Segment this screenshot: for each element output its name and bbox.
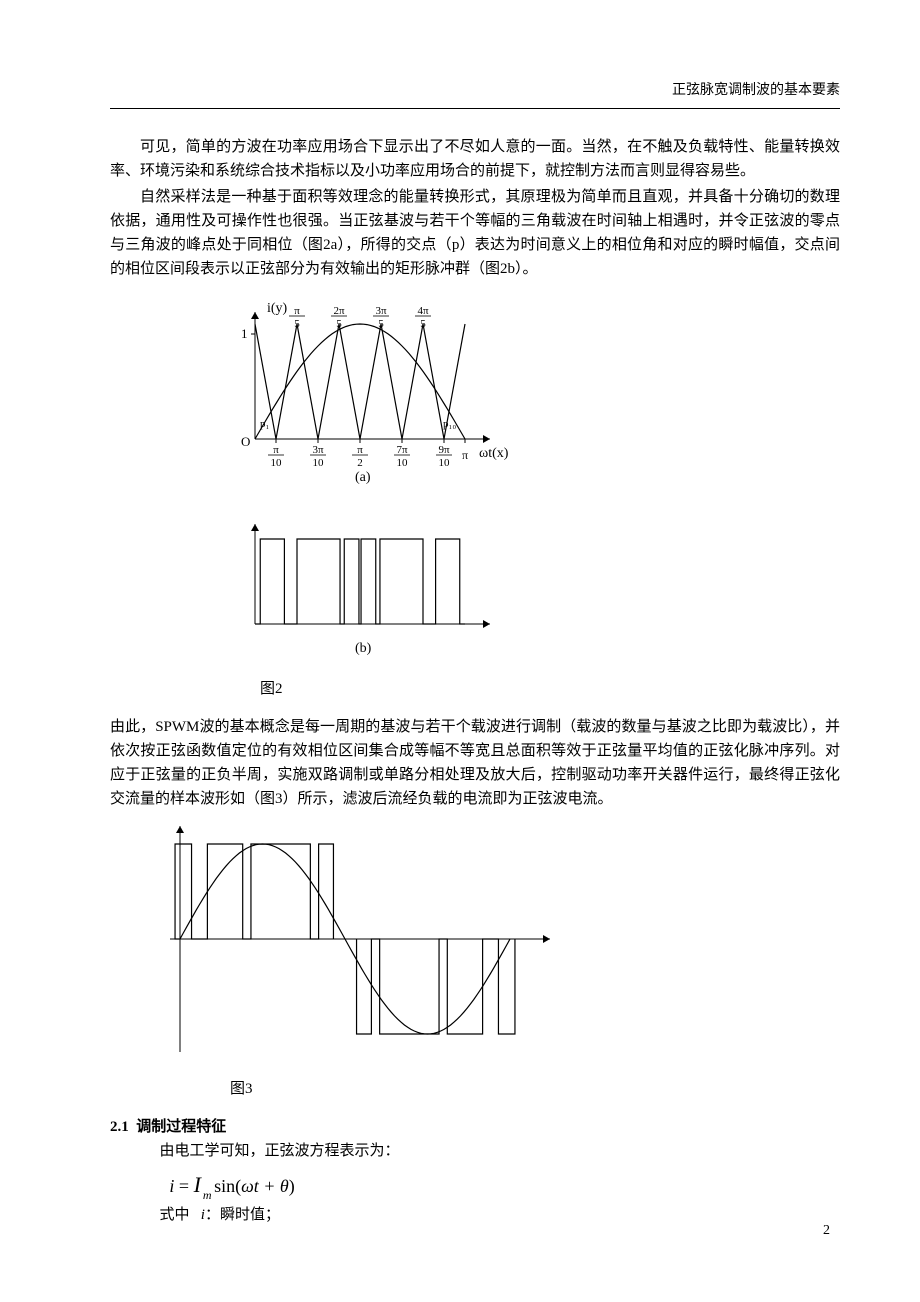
svg-text:p₁: p₁ [260,418,270,430]
svg-text:10: 10 [313,457,325,469]
svg-text:5: 5 [378,318,384,330]
paragraph-3: 由此，SPWM波的基本概念是每一周期的基波与若干个载波进行调制（载波的数量与基波… [110,715,840,811]
svg-text:10: 10 [397,457,409,469]
svg-text:10: 10 [271,457,283,469]
formula-arg: ωt + θ [241,1176,289,1196]
formula-eq: = [174,1176,193,1196]
page-header: 正弦脉宽调制波的基本要素 [110,80,840,109]
formula-where: 式中 i：瞬时值； [160,1203,841,1227]
section-intro: 由电工学可知，正弦波方程表示为： [160,1139,841,1163]
svg-text:π: π [294,305,300,317]
formula-I: I [194,1172,201,1197]
svg-text:7π: 7π [396,444,408,456]
svg-text:π: π [357,444,363,456]
formula-close: ) [289,1176,295,1196]
formula-m: m [203,1188,212,1202]
where-desc: ：瞬时值； [205,1207,280,1223]
svg-text:9π: 9π [438,444,450,456]
svg-text:π: π [462,448,468,462]
formula: i = Im sin(ωt + θ) [169,1167,840,1203]
svg-text:3π: 3π [312,444,324,456]
section-heading: 2.1 调制过程特征 [110,1115,840,1139]
paragraph-1: 可见，简单的方波在功率应用场合下显示出了不尽如人意的一面。当然，在不触及负载特性… [110,135,840,183]
figure-2: i(y)ωt(x)1Op₁p₁₀π103π10π27π109π10ππ52π53… [185,289,840,667]
svg-text:O: O [241,434,250,449]
svg-text:5: 5 [420,318,426,330]
svg-text:2π: 2π [333,305,345,317]
svg-text:ωt(x): ωt(x) [479,446,509,461]
formula-sin: sin( [210,1176,242,1196]
paragraph-2: 自然采样法是一种基于面积等效理念的能量转换形式，其原理极为简单而且直观，并具备十… [110,185,840,281]
svg-text:i(y): i(y) [267,301,288,316]
svg-text:(a): (a) [355,470,371,485]
svg-text:5: 5 [336,318,342,330]
svg-text:1: 1 [241,326,248,341]
section-2-1: 2.1 调制过程特征 由电工学可知，正弦波方程表示为： i = Im sin(ω… [110,1115,840,1227]
figure-3-svg [130,819,560,1059]
svg-text:5: 5 [294,318,300,330]
figure-2-caption: 图2 [260,677,840,701]
where-label: 式中 [160,1207,190,1223]
svg-text:p₁₀: p₁₀ [443,418,456,430]
figure-2-svg: i(y)ωt(x)1Op₁p₁₀π103π10π27π109π10ππ52π53… [185,289,515,659]
svg-text:2: 2 [357,457,363,469]
svg-text:4π: 4π [417,305,429,317]
figure-3-caption: 图3 [230,1077,840,1101]
section-title-text: 调制过程特征 [136,1119,226,1135]
figure-3 [130,819,840,1067]
page-number: 2 [823,1220,830,1242]
svg-text:π: π [273,444,279,456]
svg-text:(b): (b) [355,641,372,656]
svg-text:10: 10 [439,457,451,469]
section-number: 2.1 [110,1119,129,1135]
svg-text:3π: 3π [375,305,387,317]
